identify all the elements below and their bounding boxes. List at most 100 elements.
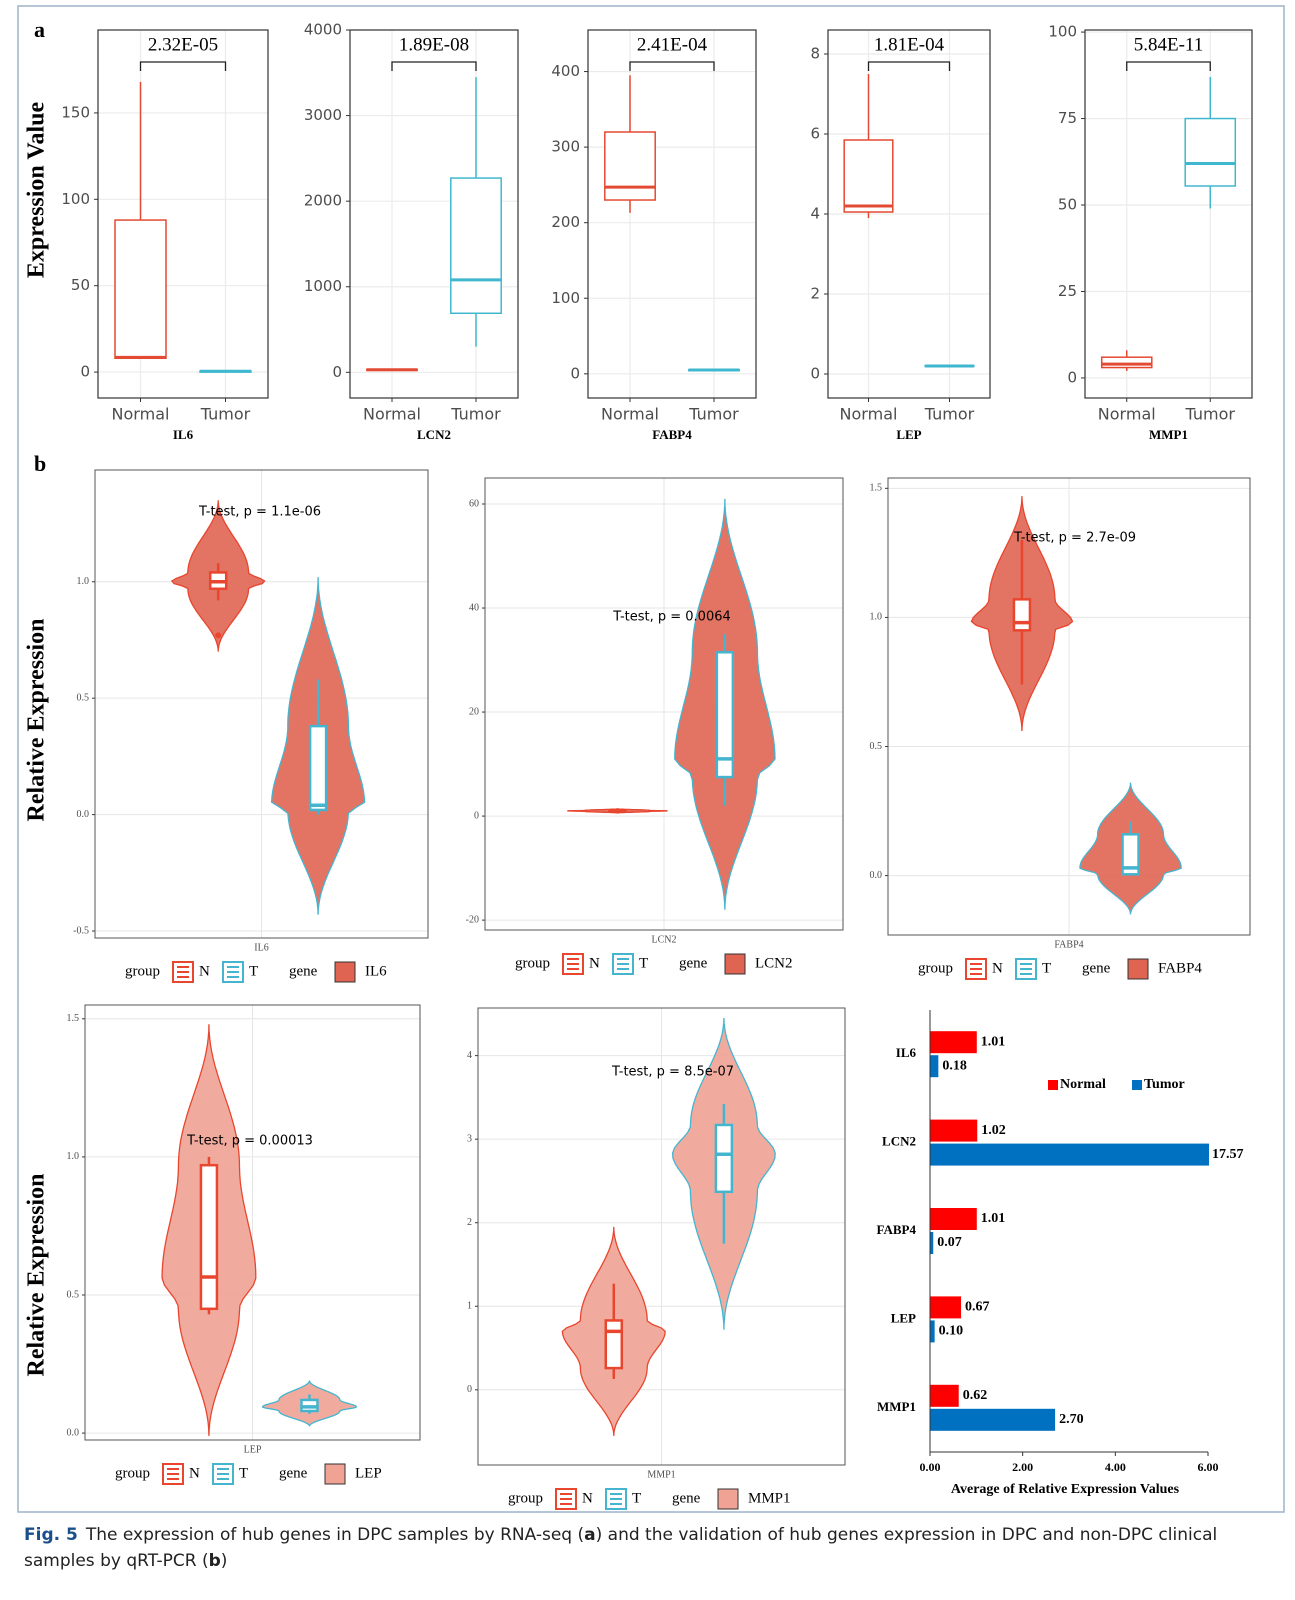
- value-label: 0.07: [937, 1235, 962, 1250]
- legend-swatch: [334, 961, 356, 983]
- y-tick-label: 0.0: [870, 870, 883, 881]
- y-tick-label: 25: [1058, 282, 1077, 300]
- plot-frame: [587, 29, 757, 399]
- y-tick-label: 50: [1058, 196, 1077, 214]
- value-label: 1.01: [981, 1034, 1006, 1049]
- x-tick-label: 2.00: [1012, 1460, 1033, 1474]
- p-value: 1.89E-08: [399, 34, 469, 55]
- y-tick-label: 0: [810, 365, 820, 383]
- y-tick-label: 150: [61, 103, 90, 121]
- legend-label: MMP1: [748, 1490, 791, 1506]
- plot-frame: [484, 477, 844, 931]
- y-tick-label: 3: [467, 1133, 472, 1144]
- caption: Fig. 5 The expression of hub genes in DPC…: [24, 1522, 1274, 1574]
- y-tick-label: 40: [469, 602, 479, 613]
- significance-bracket: [139, 61, 227, 71]
- x-tick-label: Tumor: [688, 405, 739, 424]
- y-tick-label: 2: [810, 285, 820, 303]
- plot-frame: [94, 469, 429, 939]
- bar: [930, 1208, 977, 1230]
- annotation: T-test, p = 8.5e-07: [611, 1065, 734, 1080]
- y-tick-label: IL6: [896, 1045, 917, 1060]
- x-axis-title: LCN2: [417, 427, 451, 442]
- panel-label: b: [34, 451, 46, 476]
- value-label: 17.57: [1212, 1147, 1244, 1162]
- caption-text: b: [208, 1551, 221, 1571]
- y-tick-label: 4: [810, 205, 820, 223]
- legend-label: N: [992, 960, 1003, 976]
- annotation: T-test, p = 0.0064: [612, 610, 731, 625]
- x-axis-title: IL6: [254, 942, 268, 953]
- caption-label: Fig. 5: [24, 1525, 78, 1545]
- y-tick-label: 2: [467, 1217, 472, 1228]
- y-tick-label: 100: [61, 190, 90, 208]
- significance-bracket: [391, 61, 477, 71]
- significance-bracket: [629, 61, 715, 71]
- annotation: T-test, p = 1.1e-06: [198, 505, 321, 520]
- plot-background: [588, 30, 756, 398]
- bar: [930, 1320, 935, 1343]
- legend-label: LEP: [355, 1465, 382, 1481]
- y-axis-title: Expression Value: [24, 102, 50, 279]
- legend-label: N: [199, 963, 210, 979]
- x-tick-label: Normal: [601, 405, 659, 424]
- value-label: 1.02: [981, 1123, 1006, 1138]
- legend-label: FABP4: [1158, 960, 1202, 976]
- box: [1121, 833, 1140, 876]
- legend-label: N: [189, 1465, 200, 1481]
- x-tick-label: Tumor: [200, 405, 251, 424]
- bar: [930, 1031, 977, 1054]
- y-tick-label: 1000: [304, 277, 342, 295]
- plot-frame: [349, 29, 519, 399]
- value-label: 0.67: [965, 1300, 990, 1315]
- x-tick-label: Normal: [112, 405, 170, 424]
- y-tick-label: 1.0: [870, 612, 883, 623]
- x-axis-title: LEP: [244, 1444, 262, 1455]
- y-tick-label: 1.5: [67, 1013, 80, 1024]
- p-value: 2.32E-05: [148, 34, 218, 55]
- y-tick-label: LCN2: [882, 1134, 916, 1149]
- significance-bracket: [867, 61, 951, 71]
- y-tick-label: 1.0: [67, 1151, 80, 1162]
- box: [199, 1163, 219, 1311]
- x-axis-title: MMP1: [647, 1469, 675, 1480]
- box: [843, 139, 894, 213]
- y-tick-label: 50: [71, 276, 90, 294]
- y-tick-label: 400: [551, 62, 580, 80]
- x-axis-title: LEP: [896, 427, 921, 442]
- figure-frame: [17, 5, 1285, 1513]
- legend-label: LCN2: [755, 955, 793, 971]
- plot-frame: [887, 477, 1251, 936]
- y-tick-label: 75: [1058, 109, 1077, 127]
- x-axis-title: MMP1: [1149, 427, 1188, 442]
- caption-text: The expression of hub genes in DPC sampl…: [85, 1525, 585, 1545]
- significance-bracket: [1126, 61, 1211, 71]
- box: [604, 1319, 624, 1370]
- y-tick-label: 0: [1067, 368, 1077, 386]
- x-tick-label: Normal: [1098, 405, 1156, 424]
- annotation: T-test, p = 0.00013: [186, 1134, 313, 1149]
- y-tick-label: 1: [467, 1301, 472, 1312]
- legend-swatch: [1048, 1080, 1058, 1090]
- box: [1184, 117, 1237, 187]
- legend-label: Tumor: [1144, 1077, 1185, 1092]
- x-tick-label: 4.00: [1105, 1460, 1126, 1474]
- bar: [930, 1055, 939, 1078]
- legend-swatch: [324, 1463, 346, 1485]
- legend-title: gene: [679, 955, 708, 971]
- y-tick-label: 0.5: [77, 692, 90, 703]
- y-tick-label: 0: [474, 810, 479, 821]
- y-axis-title: Relative Expression: [24, 619, 50, 822]
- y-tick-label: FABP4: [877, 1222, 917, 1237]
- legend-title: gene: [1082, 960, 1111, 976]
- legend-swatch: [1127, 958, 1149, 980]
- x-axis-title: FABP4: [1054, 939, 1083, 950]
- value-label: 2.70: [1059, 1412, 1084, 1427]
- panel-label: a: [34, 17, 45, 42]
- legend-label: N: [589, 955, 600, 971]
- x-axis-title: FABP4: [652, 427, 692, 442]
- outlier: [215, 632, 222, 639]
- y-tick-label: 1.5: [870, 483, 883, 494]
- legend-title: group: [515, 955, 550, 971]
